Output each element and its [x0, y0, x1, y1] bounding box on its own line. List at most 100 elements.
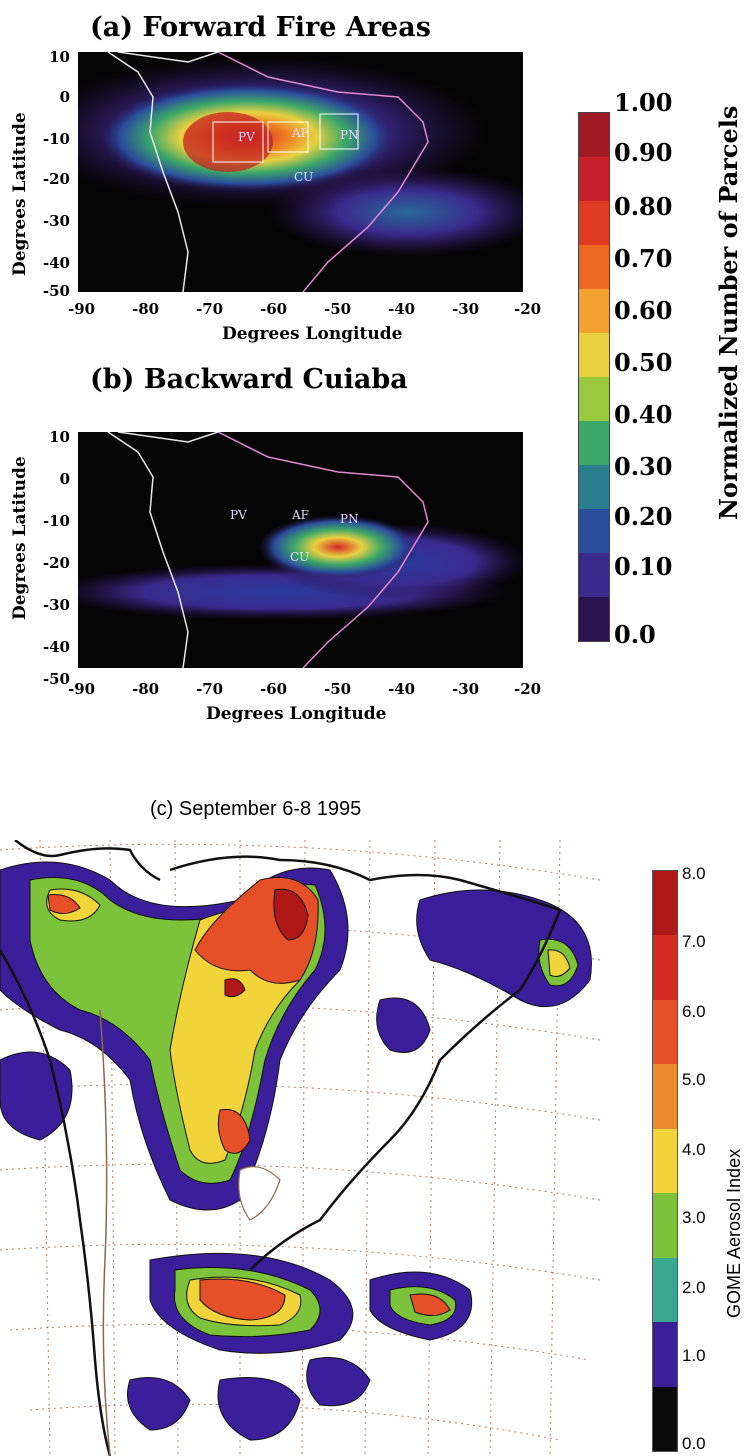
- colorbar-swatch: [653, 1128, 677, 1194]
- cb-tick: 0.10: [614, 552, 673, 581]
- panel-c-red-areas: [47, 877, 451, 1321]
- panel-b-marker-pv: PV: [230, 508, 247, 522]
- y-tick: -30: [42, 596, 70, 614]
- colorbar-swatch: [653, 1193, 677, 1258]
- panel-b-ylabel: Degrees Latitude: [10, 456, 30, 620]
- panel-a-title: (a) Forward Fire Areas: [90, 12, 431, 43]
- panel-a-box-pn: [319, 113, 359, 150]
- panel-b-plume-core: [258, 515, 418, 579]
- panel-c-coastline: [14, 840, 562, 1271]
- panel-b-marker-cu: CU: [290, 550, 310, 564]
- panel-c-map-svg: [0, 840, 601, 1456]
- colorbar-ab-swatches: [579, 113, 609, 641]
- x-tick: -40: [388, 680, 416, 698]
- colorbar-swatch: [653, 935, 677, 1000]
- panel-a-xticks: -90 -80 -70 -60 -50 -40 -30 -20: [68, 300, 542, 322]
- panel-a-plume-tail: [268, 167, 523, 257]
- x-tick: -60: [260, 680, 288, 698]
- y-tick: 0: [59, 88, 70, 106]
- x-tick: -90: [68, 680, 96, 698]
- panel-b-xlabel: Degrees Longitude: [206, 704, 387, 724]
- x-tick: -40: [388, 300, 416, 318]
- colorbar-swatch: [579, 245, 609, 289]
- panel-b-yticks: 10 0 -10 -20 -30 -40 -50: [30, 428, 70, 690]
- cb-tick: 0.60: [614, 296, 673, 325]
- colorbar-swatch: [653, 871, 677, 936]
- panel-b-map: PV AF PN CU: [78, 432, 523, 668]
- colorbar-swatch: [653, 1064, 677, 1129]
- panel-a-xlabel: Degrees Longitude: [222, 324, 403, 344]
- cb-tick: 0.0: [614, 620, 656, 649]
- y-tick: -20: [42, 170, 70, 188]
- colorbar-swatch: [579, 509, 609, 553]
- panel-b-xticks: -90 -80 -70 -60 -50 -40 -30 -20: [68, 680, 542, 702]
- panel-b-coastline-west: [107, 432, 189, 668]
- panel-a-marker-af: AF: [292, 126, 309, 140]
- panel-a-marker-cu: CU: [294, 170, 314, 184]
- x-tick: -20: [514, 680, 542, 698]
- panel-a-coastline-west: [107, 52, 189, 292]
- colorbar-swatch: [579, 377, 609, 421]
- x-tick: -30: [452, 680, 480, 698]
- colorbar-swatch: [579, 597, 609, 641]
- panel-b-marker-af: AF: [292, 508, 309, 522]
- panel-a-map: PV AF PN CU: [78, 52, 523, 292]
- panel-c-west-coast: [0, 949, 112, 1456]
- cb-tick: 0.40: [614, 400, 673, 429]
- panel-a-map-svg: [78, 52, 523, 292]
- cb-tick: 1.00: [614, 88, 673, 117]
- colorbar-c-label: GOME Aerosol Index: [724, 1148, 744, 1318]
- panel-b-title: (b) Backward Cuiaba: [90, 364, 408, 395]
- colorbar-swatch: [579, 553, 609, 597]
- cb-tick: 1.0: [682, 1346, 706, 1365]
- colorbar-swatch: [653, 1386, 677, 1451]
- colorbar-swatch: [653, 1322, 677, 1387]
- y-tick: -50: [42, 670, 70, 688]
- panel-a-coastline-north: [117, 52, 219, 63]
- x-tick: -50: [324, 300, 352, 318]
- panel-a-plume-peak: [183, 112, 273, 172]
- x-tick: -80: [132, 300, 160, 318]
- y-tick: -30: [42, 212, 70, 230]
- panel-a-yticks: 10 0 -10 -20 -30 -40 -50: [30, 48, 70, 300]
- cb-tick: 3.0: [682, 1208, 706, 1227]
- colorbar-ab: [578, 112, 610, 642]
- panel-c-map: [0, 840, 610, 1456]
- colorbar-swatch: [579, 465, 609, 509]
- colorbar-swatch: [579, 421, 609, 465]
- cb-tick: 5.0: [682, 1070, 706, 1089]
- panel-c-darkred-areas: [224, 888, 309, 998]
- panel-a-box-pv: [212, 121, 264, 163]
- colorbar-swatch: [579, 289, 609, 333]
- panel-a-box-af: [267, 121, 309, 153]
- cb-tick: 0.70: [614, 244, 673, 273]
- panel-b-marker-pn: PN: [340, 512, 359, 526]
- panel-b-map-svg: [78, 432, 523, 668]
- colorbar-swatch: [579, 201, 609, 245]
- x-tick: -30: [452, 300, 480, 318]
- panel-a-ylabel: Degrees Latitude: [10, 112, 30, 276]
- cb-tick: 0.0: [682, 1434, 706, 1453]
- cb-tick: 0.80: [614, 192, 673, 221]
- cb-tick: 0.20: [614, 502, 673, 531]
- x-tick: -20: [514, 300, 542, 318]
- colorbar-ab-ticks: 1.00 0.90 0.80 0.70 0.60 0.50 0.40 0.30 …: [614, 88, 694, 649]
- y-tick: -50: [42, 282, 70, 300]
- colorbar-swatch: [653, 999, 677, 1065]
- y-tick: -20: [42, 554, 70, 572]
- x-tick: -80: [132, 680, 160, 698]
- cb-tick: 7.0: [682, 932, 706, 951]
- colorbar-swatch: [579, 333, 609, 377]
- panel-b-coastline-east: [217, 432, 429, 668]
- x-tick: -50: [324, 680, 352, 698]
- panel-c-lake: [238, 1166, 281, 1221]
- colorbar-swatch: [653, 1257, 677, 1323]
- panel-a-marker-pn: PN: [340, 128, 359, 142]
- x-tick: -70: [196, 300, 224, 318]
- panel-c-andes-border: [99, 1009, 111, 1456]
- y-tick: -40: [42, 638, 70, 656]
- panel-b-coastline-north: [117, 432, 219, 443]
- panel-a-marker-pv: PV: [238, 130, 255, 144]
- y-tick: -10: [42, 512, 70, 530]
- colorbar-c-swatches: [653, 871, 677, 1451]
